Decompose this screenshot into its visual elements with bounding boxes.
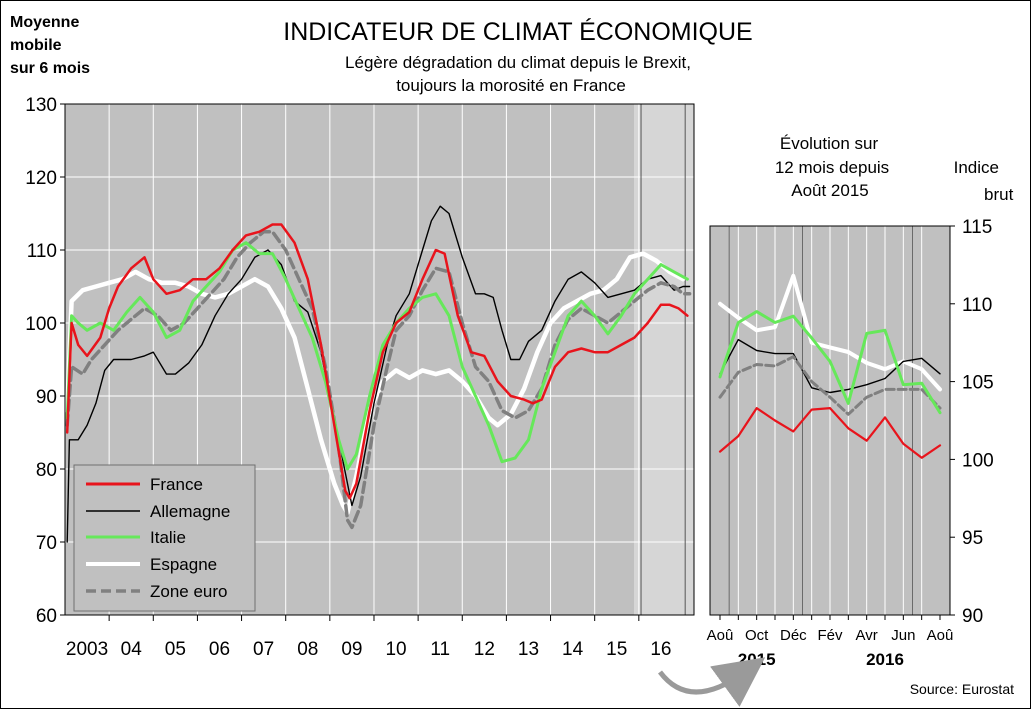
main-x-tick-label: 07: [253, 639, 274, 660]
main-x-ticks: 2003 04 05 06 07 08 09 10 11 12 13 14 15 16: [66, 615, 671, 660]
main-title: INDICATEUR DE CLIMAT ÉCONOMIQUE: [283, 17, 752, 46]
inset-series-italie: [718, 310, 942, 415]
main-x-tick-label: 05: [165, 639, 186, 660]
main-x-tick-label: 16: [650, 639, 671, 660]
inset-y-tick-label: 90: [962, 606, 983, 627]
inset-month-label: Jun: [891, 627, 915, 644]
main-x-tick-label: 04: [121, 639, 143, 660]
inset-y-label-line-1: Indice: [954, 158, 999, 177]
inset-month-label: Aoû: [927, 627, 954, 644]
inset-series-france: [718, 407, 942, 459]
inset-month-label: Déc: [780, 627, 807, 644]
inset-month-label: Aoû: [707, 627, 734, 644]
legend-label-allemagne: Allemagne: [150, 502, 230, 521]
inset-y-label-line-2: brut: [984, 185, 1014, 204]
inset-year-label: 2016: [866, 650, 904, 669]
main-y-tick-label: 60: [36, 606, 57, 627]
inset-series-lines: [718, 273, 942, 459]
legend-label-espagne: Espagne: [150, 555, 217, 574]
y-axis-label-line-2: mobile: [10, 37, 62, 54]
inset-y-tick-label: 100: [962, 450, 994, 471]
transition-arrow-icon: [658, 657, 766, 707]
main-series-lines: [64, 205, 692, 543]
inset-month-label: Fév: [817, 627, 843, 644]
subtitle-line-2: toujours la morosité en France: [396, 76, 626, 95]
main-y-tick-label: 70: [36, 533, 57, 554]
main-x-tick-label: 11: [430, 639, 450, 660]
main-series-zone-euro: [65, 230, 692, 530]
legend-label-italie: Italie: [150, 528, 186, 547]
source-note: Source: Eurostat: [910, 681, 1014, 697]
inset-series-allemagne: [719, 338, 941, 394]
legend: France Allemagne Italie Espagne Zone eur…: [73, 464, 256, 612]
inset-y-tick-label: 95: [962, 528, 983, 549]
y-axis-label-line-3: sur 6 mois: [10, 60, 90, 77]
y-axis-label-line-1: Moyenne: [10, 14, 79, 31]
main-x-tick-label: 09: [341, 639, 362, 660]
main-x-tick-label: 15: [606, 639, 627, 660]
main-plot-border: [64, 103, 695, 616]
inset-month-label: Avr: [856, 627, 878, 644]
inset-title-line-3: Août 2015: [791, 181, 869, 200]
main-y-tick-label: 100: [25, 314, 57, 335]
main-y-tick-label: 80: [36, 460, 57, 481]
main-x-tick-label: 12: [474, 639, 495, 660]
main-y-tick-label: 90: [36, 387, 57, 408]
main-x-tick-label: 08: [297, 639, 318, 660]
main-x-tick-label: 10: [385, 639, 406, 660]
main-y-tick-label: 120: [25, 168, 57, 189]
inset-y-ticks: 90 95 100 105 110 115: [950, 217, 994, 627]
legend-label-france: France: [150, 475, 203, 494]
main-series-allemagne: [66, 205, 691, 543]
main-x-tick-label: 2003: [66, 639, 108, 660]
inset-y-tick-label: 105: [962, 373, 994, 394]
inset-month-label: Oct: [745, 627, 769, 644]
main-series-france: [65, 223, 689, 500]
main-series-italie: [65, 241, 689, 471]
inset-y-tick-label: 115: [962, 217, 992, 238]
inset-title-line-2: 12 mois depuis: [775, 158, 889, 177]
inset-plot-border: [709, 225, 951, 616]
main-plot-highlight-band: [634, 104, 694, 615]
subtitle-line-1: Légère dégradation du climat depuis le B…: [345, 53, 691, 72]
main-y-tick-label: 130: [25, 95, 57, 116]
main-x-tick-label: 06: [209, 639, 230, 660]
main-x-tick-label: 13: [518, 639, 539, 660]
inset-year-label: 2015: [738, 650, 776, 669]
main-x-tick-label: 14: [562, 639, 584, 660]
inset-title-line-1: Évolution sur: [780, 134, 879, 153]
main-y-ticks: 60 70 80 90 100 110 120 130: [25, 95, 65, 627]
inset-series-zone-euro: [718, 355, 942, 416]
main-y-tick-label: 110: [27, 241, 57, 262]
legend-label-zone-euro: Zone euro: [150, 582, 228, 601]
inset-y-tick-label: 110: [962, 295, 992, 316]
